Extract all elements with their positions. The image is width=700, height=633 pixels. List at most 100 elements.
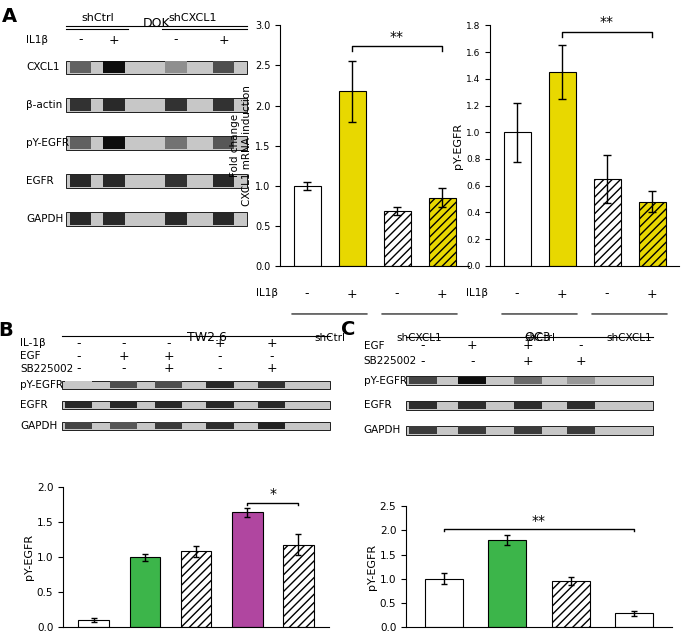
Text: -: - [395, 287, 399, 301]
Bar [514, 377, 542, 384]
Text: EGFR: EGFR [20, 400, 48, 410]
Text: +: + [108, 34, 119, 46]
Text: B: B [0, 322, 13, 341]
Text: pY-EGFR: pY-EGFR [26, 139, 69, 148]
Text: **: ** [390, 30, 404, 44]
Bar [64, 422, 92, 429]
Bar [425, 579, 463, 627]
Bar [165, 175, 187, 187]
Bar [409, 377, 437, 384]
Text: **: ** [532, 514, 546, 528]
Bar [258, 381, 286, 388]
Bar [293, 185, 321, 266]
Bar [70, 175, 91, 187]
Text: -: - [578, 339, 583, 353]
Text: shCtrl: shCtrl [314, 333, 345, 343]
Bar [62, 422, 330, 430]
Text: +: + [346, 287, 357, 301]
Bar [283, 544, 314, 627]
Bar [213, 213, 234, 225]
Text: SB225002: SB225002 [20, 364, 74, 373]
Bar [213, 137, 234, 149]
Bar [155, 381, 182, 388]
Bar [339, 91, 365, 266]
Bar [206, 422, 234, 429]
Bar [406, 376, 653, 385]
Text: +: + [575, 354, 586, 368]
Bar [232, 513, 262, 627]
Text: EGF: EGF [20, 351, 41, 361]
Text: -: - [218, 349, 223, 363]
Bar [213, 175, 234, 187]
Text: pY-EGFR: pY-EGFR [363, 375, 407, 385]
Bar [155, 422, 182, 429]
Text: -: - [470, 354, 475, 368]
Text: +: + [437, 287, 447, 301]
Bar [104, 99, 125, 111]
Bar [70, 99, 91, 111]
Bar [206, 381, 234, 388]
Bar [567, 427, 595, 434]
Bar [66, 213, 247, 226]
Bar [66, 137, 247, 150]
Text: -: - [76, 362, 80, 375]
Bar [458, 377, 486, 384]
Bar [213, 99, 234, 111]
Text: shCtrl: shCtrl [524, 333, 555, 343]
Text: β-actin: β-actin [26, 101, 62, 110]
Bar [409, 402, 437, 409]
Text: +: + [556, 287, 567, 301]
Text: **: ** [600, 15, 614, 29]
Bar [70, 61, 91, 73]
Bar [409, 427, 437, 434]
Text: +: + [647, 287, 657, 301]
Text: +: + [218, 34, 229, 46]
Text: +: + [215, 337, 225, 350]
Bar [78, 620, 109, 627]
Text: +: + [266, 337, 277, 350]
Y-axis label: pY-EGFR: pY-EGFR [367, 544, 377, 589]
Bar [384, 211, 410, 266]
Text: shCXCL1: shCXCL1 [607, 333, 652, 343]
Y-axis label: Fold change
CXCL1 mRNA induction: Fold change CXCL1 mRNA induction [230, 85, 252, 206]
Text: +: + [266, 362, 277, 375]
Text: -: - [76, 337, 80, 350]
Bar [615, 613, 653, 627]
Bar [567, 377, 595, 384]
Text: +: + [523, 354, 533, 368]
Bar [165, 61, 187, 73]
Bar [165, 99, 187, 111]
Bar [110, 422, 137, 429]
Bar [258, 402, 286, 408]
Bar [110, 402, 137, 408]
Text: IL-1β: IL-1β [20, 339, 46, 348]
Text: IL1β: IL1β [256, 287, 278, 298]
Bar [62, 401, 330, 409]
Text: GAPDH: GAPDH [20, 421, 57, 430]
Text: pY-EGFR: pY-EGFR [20, 380, 64, 389]
Bar [64, 402, 92, 408]
Text: GAPDH: GAPDH [26, 215, 63, 224]
Text: -: - [76, 349, 80, 363]
Bar [458, 402, 486, 409]
Bar [206, 402, 234, 408]
Text: -: - [78, 34, 83, 46]
Bar [70, 137, 91, 149]
Bar [406, 401, 653, 410]
Bar [638, 202, 666, 266]
Bar [104, 175, 125, 187]
Bar [514, 402, 542, 409]
Text: -: - [174, 34, 178, 46]
Bar [165, 137, 187, 149]
Bar [66, 175, 247, 188]
Text: -: - [270, 349, 274, 363]
Text: -: - [121, 362, 126, 375]
Bar [64, 381, 92, 388]
Bar [428, 197, 456, 266]
Text: -: - [421, 354, 425, 368]
Bar [567, 402, 595, 409]
Bar [165, 213, 187, 225]
Bar [104, 61, 125, 73]
Bar [155, 402, 182, 408]
Y-axis label: pY-EGFR: pY-EGFR [24, 534, 34, 580]
